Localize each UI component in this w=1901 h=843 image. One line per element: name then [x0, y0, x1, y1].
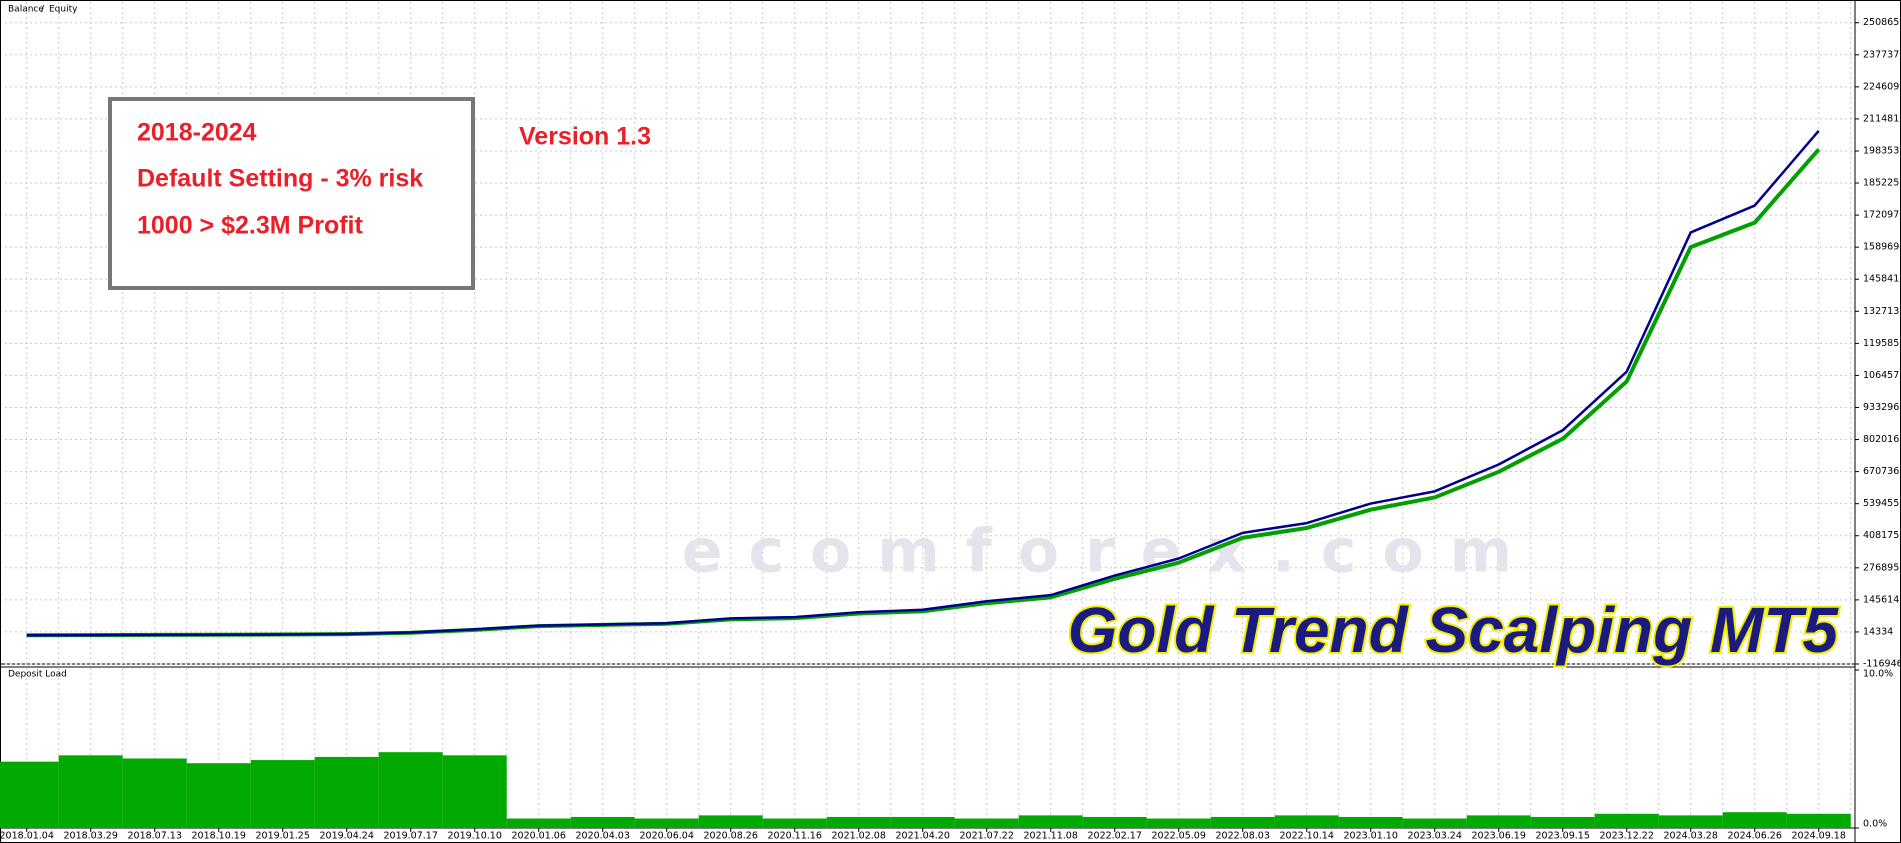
bar	[1018, 815, 1083, 828]
chart-title: Gold Trend Scalping MT5	[1068, 594, 1840, 666]
x-tick-label: 2024.03.28	[1663, 831, 1717, 842]
panel-title: Deposit Load	[8, 670, 67, 680]
x-tick-label: 2023.01.10	[1343, 831, 1397, 842]
watermark: ecomforex.com	[682, 517, 1538, 587]
series-line	[26, 130, 1820, 637]
bar	[1722, 812, 1787, 828]
x-tick-label: 2021.07.22	[959, 831, 1013, 842]
annotation: Version 1.3	[519, 123, 651, 151]
x-tick-label: 2022.02.17	[1087, 831, 1141, 842]
bar	[1402, 818, 1467, 828]
x-tick-label: 2024.06.26	[1727, 831, 1781, 842]
bar	[1786, 813, 1851, 828]
y-tick-label: 1327137	[1863, 306, 1901, 317]
y-tick-label: 276895	[1863, 562, 1899, 573]
bar	[506, 818, 571, 828]
x-tick-label: 2018.03.29	[63, 831, 117, 842]
bar	[442, 755, 507, 828]
x-tick-label: 2019.10.10	[447, 831, 501, 842]
y-tick-label: 408175	[1863, 530, 1899, 541]
x-tick-label: 2022.10.14	[1279, 831, 1333, 842]
x-tick-label: 2023.06.19	[1471, 831, 1525, 842]
x-tick-label: 2019.07.17	[383, 831, 437, 842]
y-tick-label: 2377379	[1863, 49, 1901, 60]
x-tick-label: 2020.01.06	[511, 831, 565, 842]
x-tick-label: 2018.07.13	[127, 831, 181, 842]
y-tick-label: 14334	[1863, 626, 1893, 637]
bar	[0, 761, 59, 828]
bar	[1338, 816, 1403, 828]
y-tick-label: -116946	[1863, 659, 1901, 670]
bar	[1146, 818, 1211, 828]
bar	[1466, 815, 1531, 828]
annotation: 1000 > $2.3M Profit	[137, 212, 363, 240]
annotation: 2018-2024	[137, 119, 257, 147]
bar	[186, 763, 251, 828]
x-tick-label: 2020.04.03	[575, 831, 629, 842]
bar	[826, 816, 891, 828]
y-tick-label: 670736	[1863, 466, 1899, 477]
y-tick-label: 1589698	[1863, 242, 1901, 253]
x-tick-label: 2022.05.09	[1151, 831, 1205, 842]
y-tick-label: 933296	[1863, 402, 1899, 413]
x-tick-label: 2021.11.08	[1023, 831, 1077, 842]
bar	[250, 760, 315, 828]
y-tick-label: 145614	[1863, 594, 1899, 605]
y-tick-label: 2246099	[1863, 81, 1901, 92]
bar	[122, 758, 187, 828]
x-tick-label: 2020.06.04	[639, 831, 693, 842]
bar	[58, 755, 123, 828]
legend-entry: Balance	[8, 5, 44, 15]
x-tick-label: 2020.08.26	[703, 831, 757, 842]
bar	[378, 752, 443, 828]
bar	[1530, 816, 1595, 828]
y-tick-label: 539455	[1863, 498, 1899, 509]
x-tick-label: 2022.08.03	[1215, 831, 1269, 842]
y-tick-label: 1064576	[1863, 370, 1901, 381]
y-tick-label: 2508659	[1863, 17, 1901, 28]
bar	[1274, 815, 1339, 828]
y-tick-label: 1852258	[1863, 178, 1901, 189]
x-tick-label: 2018.01.04	[0, 831, 54, 842]
bar	[698, 815, 763, 828]
y-tick-label: 2114819	[1863, 113, 1901, 124]
x-tick-label: 2019.04.24	[319, 831, 373, 842]
bar	[634, 818, 699, 828]
annotation: Default Setting - 3% risk	[137, 165, 423, 193]
bar	[1658, 815, 1723, 828]
bar	[570, 816, 635, 828]
x-tick-label: 2023.12.22	[1599, 831, 1653, 842]
legend-separator: /	[41, 5, 45, 15]
y-tick-label: 10.0%	[1863, 669, 1893, 680]
annotation-box	[108, 97, 475, 290]
y-tick-label: 1983538	[1863, 145, 1901, 156]
y-tick-label: 1195857	[1863, 338, 1901, 349]
bar	[762, 818, 827, 828]
x-tick-label: 2023.03.24	[1407, 831, 1461, 842]
x-tick-label: 2019.01.25	[255, 831, 309, 842]
bar	[890, 816, 955, 828]
x-tick-label: 2020.11.16	[767, 831, 821, 842]
bar	[1210, 816, 1275, 828]
bar	[954, 818, 1019, 828]
y-tick-label: 802016	[1863, 434, 1899, 445]
bar	[314, 756, 379, 828]
y-tick-label: 1720978	[1863, 210, 1901, 221]
x-tick-label: 2023.09.15	[1535, 831, 1589, 842]
x-tick-label: 2021.02.08	[831, 831, 885, 842]
x-tick-label: 2021.04.20	[895, 831, 949, 842]
y-tick-label: 0.0%	[1863, 819, 1887, 830]
legend-entry: Equity	[49, 5, 78, 15]
x-tick-label: 2018.10.19	[191, 831, 245, 842]
x-tick-label: 2024.09.18	[1791, 831, 1845, 842]
bar	[1082, 816, 1147, 828]
y-tick-label: 1458417	[1863, 274, 1901, 285]
bar	[1594, 813, 1659, 828]
